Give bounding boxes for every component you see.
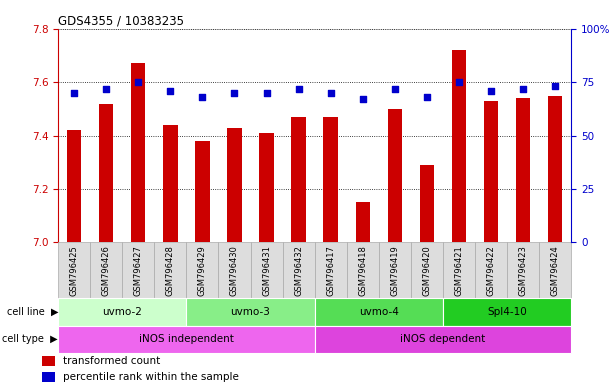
Bar [42,356,55,366]
Text: GSM796418: GSM796418 [358,245,367,296]
Point [166,88,175,94]
Bar [163,125,178,242]
Bar [155,242,186,298]
Bar [90,242,122,298]
Point [101,86,111,92]
Point [197,94,207,100]
Point [69,90,79,96]
Text: GSM796419: GSM796419 [390,245,400,296]
Text: GDS4355 / 10383235: GDS4355 / 10383235 [58,15,184,28]
Text: GSM796417: GSM796417 [326,245,335,296]
Text: cell type  ▶: cell type ▶ [2,334,58,344]
Bar [411,242,443,298]
Text: GSM796420: GSM796420 [422,245,431,296]
Bar [58,298,186,326]
Bar [42,372,55,382]
Point [486,88,496,94]
Bar [283,242,315,298]
Point [326,90,335,96]
Text: GSM796431: GSM796431 [262,245,271,296]
Bar [484,101,499,242]
Bar [58,326,315,353]
Bar [251,242,283,298]
Text: GSM796425: GSM796425 [70,245,79,296]
Text: GSM796428: GSM796428 [166,245,175,296]
Bar [323,117,338,242]
Point [230,90,240,96]
Bar [259,133,274,242]
Text: GSM796422: GSM796422 [486,245,496,296]
Point [294,86,304,92]
Text: GSM796429: GSM796429 [198,245,207,296]
Text: iNOS independent: iNOS independent [139,334,234,344]
Bar [540,242,571,298]
Point [133,79,143,85]
Point [551,83,560,89]
Bar [186,242,219,298]
Bar [548,96,563,242]
Text: iNOS dependent: iNOS dependent [400,334,486,344]
Bar [186,298,315,326]
Bar [420,165,434,242]
Bar [219,242,251,298]
Point [358,96,368,102]
Point [518,86,528,92]
Bar [291,117,306,242]
Bar [516,98,530,242]
Bar [315,326,571,353]
Text: percentile rank within the sample: percentile rank within the sample [63,372,239,382]
Point [262,90,271,96]
Bar [67,130,81,242]
Bar [131,63,145,242]
Text: uvmo-2: uvmo-2 [102,307,142,317]
Point [422,94,432,100]
Bar [507,242,540,298]
Text: GSM796432: GSM796432 [294,245,303,296]
Text: uvmo-3: uvmo-3 [230,307,271,317]
Text: GSM796430: GSM796430 [230,245,239,296]
Bar [195,141,210,242]
Bar [122,242,155,298]
Text: uvmo-4: uvmo-4 [359,307,399,317]
Point [454,79,464,85]
Bar [443,298,571,326]
Bar [452,50,466,242]
Text: GSM796427: GSM796427 [134,245,143,296]
Bar [315,298,443,326]
Text: GSM796423: GSM796423 [519,245,528,296]
Text: GSM796424: GSM796424 [551,245,560,296]
Point [390,86,400,92]
Bar [387,109,402,242]
Bar [475,242,507,298]
Bar [99,104,114,242]
Bar [315,242,347,298]
Bar [379,242,411,298]
Bar [58,242,90,298]
Text: transformed count: transformed count [63,356,161,366]
Bar [356,202,370,242]
Bar [227,127,242,242]
Text: GSM796426: GSM796426 [101,245,111,296]
Bar [443,242,475,298]
Text: cell line  ▶: cell line ▶ [7,307,58,317]
Text: Spl4-10: Spl4-10 [487,307,527,317]
Bar [347,242,379,298]
Text: GSM796421: GSM796421 [455,245,464,296]
